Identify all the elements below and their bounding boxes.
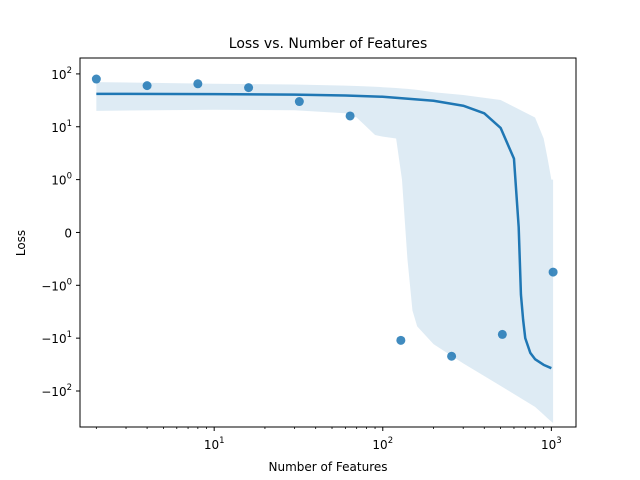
- scatter-points-layer: [91, 74, 558, 361]
- fit-line: [96, 92, 552, 370]
- data-point: [396, 335, 406, 345]
- y-axis-label: Loss: [14, 230, 28, 256]
- x-axis-label: Number of Features: [269, 460, 388, 474]
- y-axis-ticks: 102 101 100 0 −100 −101 −102: [41, 66, 80, 399]
- axes-frame: [79, 57, 577, 428]
- data-point: [91, 74, 101, 84]
- y-tick-label: −101: [41, 330, 72, 346]
- data-point: [548, 267, 558, 277]
- data-point: [497, 329, 507, 339]
- y-tick-label: 101: [51, 119, 72, 135]
- confidence-band-layer: [96, 82, 554, 423]
- data-point: [193, 79, 203, 89]
- data-point: [142, 81, 152, 91]
- fit-line-layer: [96, 92, 552, 370]
- y-tick-label: −102: [41, 383, 72, 399]
- x-tick-label: 101: [204, 436, 225, 452]
- plot-area: [91, 74, 558, 423]
- y-tick-label: 0: [64, 226, 72, 240]
- x-tick-label: 103: [541, 436, 562, 452]
- data-point: [345, 111, 355, 121]
- y-tick-label: −100: [41, 277, 72, 293]
- data-point: [294, 97, 304, 107]
- data-point: [447, 351, 457, 361]
- y-tick-label: 100: [51, 172, 72, 188]
- x-axis-ticks: 101 102 103: [95, 427, 562, 452]
- data-point: [244, 83, 254, 93]
- x-tick-label: 102: [372, 436, 393, 452]
- confidence-band: [96, 82, 554, 423]
- chart-title: Loss vs. Number of Features: [229, 36, 427, 52]
- y-tick-label: 102: [51, 66, 72, 82]
